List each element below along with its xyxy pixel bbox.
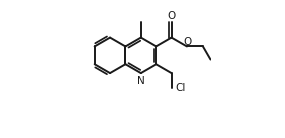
Text: Cl: Cl bbox=[176, 83, 186, 93]
Text: N: N bbox=[137, 76, 145, 86]
Text: O: O bbox=[168, 11, 176, 21]
Text: O: O bbox=[184, 37, 192, 47]
